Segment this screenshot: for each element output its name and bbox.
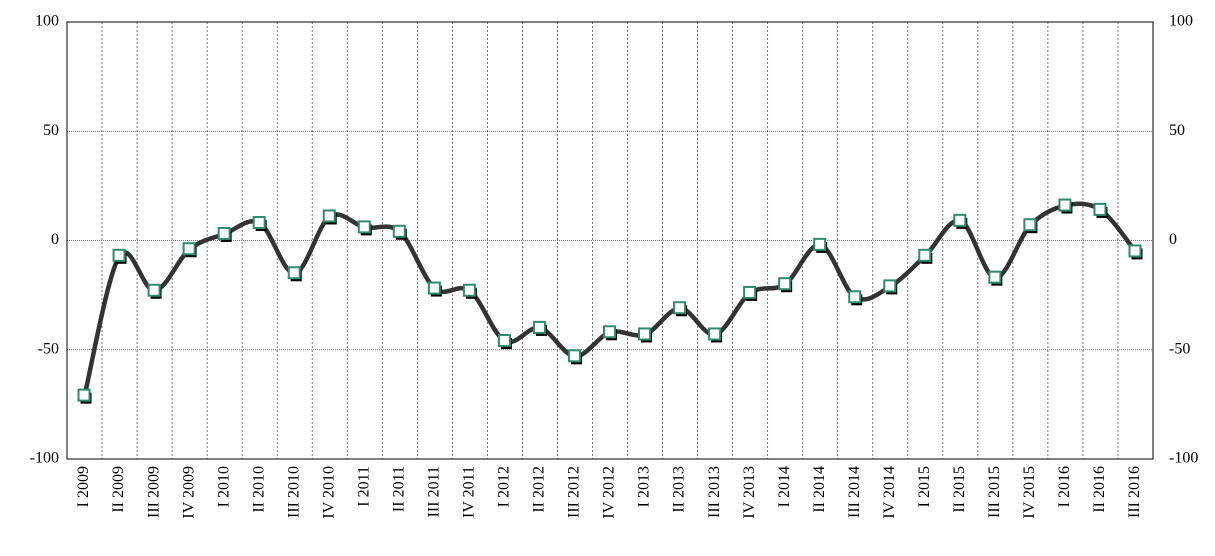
y-tick-label: 100 [35,13,59,30]
marker [743,285,757,299]
x-tick-label: I 2014 [776,466,793,507]
x-tick-label: I 2012 [496,466,513,507]
y-tick-label: 0 [51,231,59,248]
x-tick-label: IV 2009 [180,466,197,519]
x-tick-label: III 2010 [285,466,302,518]
marker [322,209,336,223]
marker [1093,202,1107,216]
marker [953,213,967,227]
x-tick-label: III 2016 [1126,466,1143,518]
marker [427,281,441,295]
marker [567,349,581,363]
marker [462,283,476,297]
marker [1058,198,1072,212]
y-tick-label: 50 [43,122,59,139]
marker [673,301,687,315]
marker [112,248,126,262]
x-tick-label: III 2009 [145,466,162,518]
x-tick-label: II 2016 [1091,466,1108,513]
x-tick-label: IV 2012 [601,466,618,519]
x-tick-label: IV 2010 [320,466,337,519]
x-tick-label: III 2015 [986,466,1003,518]
marker [1128,244,1142,258]
y2-tick-label: -50 [1169,340,1190,357]
x-tick-label: I 2015 [916,466,933,507]
marker [217,226,231,240]
x-tick-label: II 2014 [811,466,828,513]
plot-frame [66,21,1154,460]
y2-tick-label: 100 [1169,13,1193,30]
x-tick-label: III 2012 [566,466,583,518]
y2-tick-label: 50 [1169,122,1185,139]
y-tick-label: -50 [38,340,59,357]
x-tick-label: II 2012 [531,466,548,513]
x-tick-label: II 2015 [951,466,968,513]
x-tick-label: I 2013 [636,466,653,507]
marker [778,277,792,291]
x-tick-label: II 2011 [390,466,407,512]
x-tick-label: IV 2013 [741,466,758,519]
marker [392,224,406,238]
marker [252,216,266,230]
x-tick-label: I 2011 [355,466,372,507]
marker [708,327,722,341]
marker [638,327,652,341]
marker [147,283,161,297]
marker [497,334,511,348]
x-tick-label: IV 2011 [461,466,478,518]
x-tick-label: IV 2014 [881,466,898,519]
marker [532,320,546,334]
x-tick-label: III 2013 [706,466,723,518]
marker [813,237,827,251]
marker [988,270,1002,284]
marker [848,290,862,304]
x-tick-label: I 2009 [75,466,92,507]
x-tick-label: III 2011 [426,466,443,517]
x-tick-label: II 2009 [110,466,127,513]
x-tick-label: II 2013 [671,466,688,513]
marker [883,279,897,293]
marker [287,266,301,280]
marker [1023,218,1037,232]
y-tick-label: -100 [30,450,59,467]
x-tick-label: IV 2015 [1021,466,1038,519]
x-tick-label: II 2010 [250,466,267,513]
marker [182,242,196,256]
marker [357,220,371,234]
y2-tick-label: 0 [1169,231,1177,248]
marker [918,248,932,262]
marker [77,388,91,402]
x-tick-label: III 2014 [846,466,863,518]
y2-tick-label: -100 [1169,450,1198,467]
x-tick-label: I 2010 [215,466,232,507]
marker [603,325,616,339]
x-tick-label: I 2016 [1056,466,1073,507]
